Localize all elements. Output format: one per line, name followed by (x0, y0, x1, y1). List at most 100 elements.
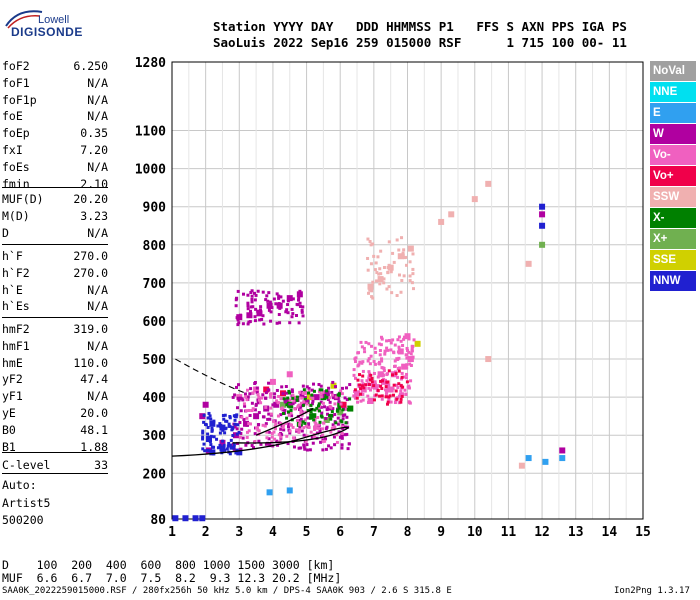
echo-trace-pixel (376, 375, 380, 379)
echo-trace-pixel (288, 429, 292, 433)
x-tick-label: 7 (370, 525, 378, 540)
param-hmf2: hmF2 319.0 (2, 321, 108, 337)
data-point-nnw (199, 515, 206, 522)
echo-trace-pixel (274, 422, 278, 426)
echo-trace-pixel (386, 400, 390, 404)
echo-trace-pixel (245, 398, 249, 402)
echo-trace-pixel (228, 452, 232, 456)
echo-trace-pixel (246, 301, 250, 305)
echo-trace-pixel (348, 397, 352, 401)
x-tick-label: 13 (568, 525, 584, 540)
data-point-ssw (525, 260, 532, 267)
echo-trace-pixel (373, 394, 377, 398)
echo-trace-pixel (409, 379, 413, 383)
echo-trace-pixel (321, 438, 325, 442)
echo-trace-pixel (353, 376, 357, 380)
echo-trace-pixel (210, 428, 214, 432)
echo-trace-pixel (300, 308, 304, 312)
echo-trace-pixel (376, 255, 380, 259)
echo-trace-pixel (395, 238, 399, 242)
echo-trace-pixel (386, 270, 390, 274)
echo-trace-pixel (238, 396, 242, 400)
echo-trace-pixel (341, 427, 345, 431)
echo-trace-pixel (361, 369, 365, 373)
echo-trace-pixel (209, 417, 213, 421)
data-point-w (276, 302, 283, 309)
d-range-row: D 100 200 400 600 800 1000 1500 3000 [km… (2, 558, 335, 572)
echo-trace-pixel (270, 432, 274, 436)
echo-trace-pixel (317, 426, 321, 430)
echo-trace-pixel (279, 397, 283, 401)
echo-trace-pixel (243, 404, 247, 408)
echo-trace-pixel (412, 287, 416, 291)
echo-trace-pixel (387, 263, 391, 267)
echo-trace-pixel (310, 435, 314, 439)
echo-trace-pixel (340, 443, 344, 447)
echo-trace-pixel (332, 394, 336, 398)
echo-trace-pixel (250, 297, 254, 301)
footer-file-info: SAA0K_2022259015000.RSF / 280fx256h 50 k… (2, 586, 452, 596)
echo-trace-pixel (299, 405, 303, 409)
echo-trace-pixel (340, 386, 344, 390)
echo-trace-pixel (298, 426, 302, 430)
echo-trace-pixel (409, 363, 413, 367)
plot-frame (171, 61, 644, 520)
echo-trace-pixel (276, 414, 280, 418)
echo-trace-pixel (385, 287, 389, 291)
echo-trace-pixel (241, 436, 245, 440)
echo-trace-pixel (403, 388, 407, 392)
echo-trace-pixel (371, 296, 375, 300)
data-point-w (202, 401, 209, 408)
y-tick-label: 200 (143, 467, 167, 482)
echo-trace-pixel (241, 292, 245, 296)
echo-trace-pixel (314, 422, 318, 426)
echo-trace-pixel (400, 377, 404, 381)
data-point-w (286, 295, 293, 302)
echo-trace-pixel (329, 414, 333, 418)
echo-trace-pixel (208, 440, 212, 444)
echo-trace-pixel (295, 302, 299, 306)
echo-trace-pixel (368, 240, 372, 244)
data-point-nnw (219, 424, 226, 431)
echo-trace-pixel (399, 397, 403, 401)
echo-trace-pixel (401, 253, 405, 257)
echo-trace-pixel (209, 434, 213, 438)
echo-trace-pixel (246, 293, 250, 297)
echo-trace-pixel (306, 416, 310, 420)
echo-trace-pixel (397, 382, 401, 386)
data-point-ssw (387, 264, 394, 271)
echo-trace-pixel (295, 418, 299, 422)
param-fof1: foF1 N/A (2, 75, 108, 91)
data-point-vo (407, 356, 414, 363)
echo-trace-pixel (311, 396, 315, 400)
echo-trace-pixel (235, 448, 239, 452)
echo-trace-pixel (255, 414, 259, 418)
echo-trace-pixel (360, 345, 364, 349)
param-hf: h`F 270.0 (2, 248, 108, 264)
echo-trace-pixel (360, 379, 364, 383)
echo-trace-pixel (298, 428, 302, 432)
echo-trace-pixel (393, 343, 397, 347)
echo-trace-pixel (290, 414, 294, 418)
data-point-vo (263, 386, 270, 393)
legend-ssw: SSW (650, 187, 696, 207)
echo-trace-pixel (302, 400, 306, 404)
echo-trace-pixel (370, 380, 374, 384)
echo-trace-pixel (298, 304, 302, 308)
echo-trace-pixel (400, 375, 404, 379)
echo-trace-pixel (400, 394, 404, 398)
echo-trace-pixel (404, 255, 408, 259)
echo-trace-pixel (356, 378, 360, 382)
y-tick-label: 1000 (135, 163, 166, 178)
echo-trace-pixel (396, 350, 400, 354)
data-point-w (313, 394, 320, 401)
echo-trace-pixel (218, 431, 222, 435)
echo-trace-pixel (389, 348, 393, 352)
echo-trace-pixel (410, 345, 414, 349)
echo-trace-pixel (263, 396, 267, 400)
echo-trace-pixel (242, 417, 246, 421)
echo-trace-pixel (399, 339, 403, 343)
echo-trace-pixel (255, 386, 259, 390)
param-label: M(D) (2, 208, 30, 223)
echo-trace-pixel (368, 288, 372, 292)
